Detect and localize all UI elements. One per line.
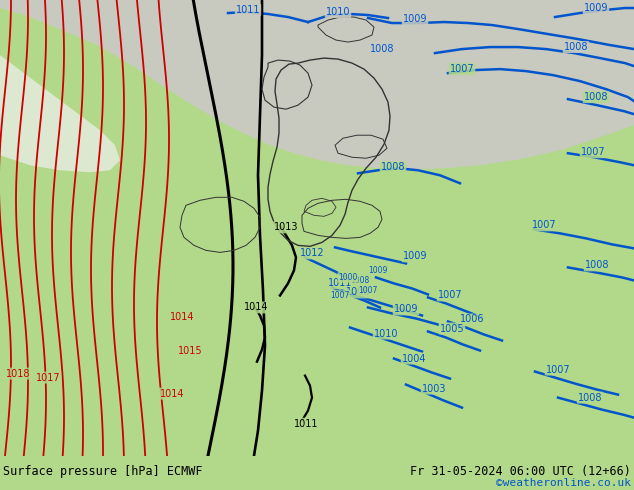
Text: 1013: 1013 xyxy=(274,222,298,232)
Text: 1008: 1008 xyxy=(578,392,602,403)
Text: 1010: 1010 xyxy=(326,7,350,17)
Text: 1011: 1011 xyxy=(328,278,353,289)
Text: 1008: 1008 xyxy=(564,42,588,52)
Text: 1008: 1008 xyxy=(381,162,405,172)
Text: 1008: 1008 xyxy=(346,288,370,297)
Text: 1009: 1009 xyxy=(584,3,608,13)
Text: 1007: 1007 xyxy=(437,291,462,300)
Text: 1011: 1011 xyxy=(294,418,318,429)
Text: 1003: 1003 xyxy=(422,384,446,393)
Text: Fr 31-05-2024 06:00 UTC (12+66): Fr 31-05-2024 06:00 UTC (12+66) xyxy=(410,466,631,478)
Text: 1008: 1008 xyxy=(584,92,608,102)
Text: 1004: 1004 xyxy=(402,354,426,364)
Text: 1018: 1018 xyxy=(6,368,30,379)
Text: 1010: 1010 xyxy=(374,328,398,339)
Text: 1006: 1006 xyxy=(460,315,484,324)
Text: 1014: 1014 xyxy=(160,389,184,398)
Text: 1014: 1014 xyxy=(243,302,268,313)
Text: 1008: 1008 xyxy=(370,44,394,54)
Text: 1009: 1009 xyxy=(368,266,387,275)
Text: 1007: 1007 xyxy=(358,286,378,295)
Text: ©weatheronline.co.uk: ©weatheronline.co.uk xyxy=(496,478,631,488)
Text: 1009: 1009 xyxy=(403,251,427,261)
Text: 1000: 1000 xyxy=(339,273,358,282)
Text: 1007: 1007 xyxy=(330,291,350,300)
Text: 1011: 1011 xyxy=(236,5,260,15)
Text: 1009: 1009 xyxy=(403,14,427,24)
Text: 1015: 1015 xyxy=(178,345,202,356)
Text: 1014: 1014 xyxy=(170,313,194,322)
Text: 1008: 1008 xyxy=(351,276,370,285)
Text: 1017: 1017 xyxy=(36,372,60,383)
Text: Surface pressure [hPa] ECMWF: Surface pressure [hPa] ECMWF xyxy=(3,466,203,478)
Text: 1005: 1005 xyxy=(440,323,464,334)
Text: 1007: 1007 xyxy=(581,147,605,157)
Text: 1008: 1008 xyxy=(585,260,609,270)
Text: 1012: 1012 xyxy=(300,248,325,258)
Text: 1007: 1007 xyxy=(450,64,474,74)
Text: 1007: 1007 xyxy=(546,365,571,374)
Polygon shape xyxy=(0,0,120,172)
Polygon shape xyxy=(0,0,634,169)
Text: 1009: 1009 xyxy=(394,304,418,315)
Text: 1007: 1007 xyxy=(532,220,556,230)
